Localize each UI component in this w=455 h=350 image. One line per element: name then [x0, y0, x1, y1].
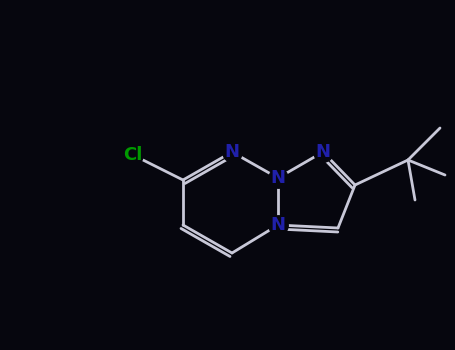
Text: N: N — [224, 143, 239, 161]
Text: N: N — [315, 143, 330, 161]
Text: Cl: Cl — [123, 146, 143, 164]
Text: N: N — [271, 169, 285, 187]
Text: N: N — [271, 216, 285, 234]
